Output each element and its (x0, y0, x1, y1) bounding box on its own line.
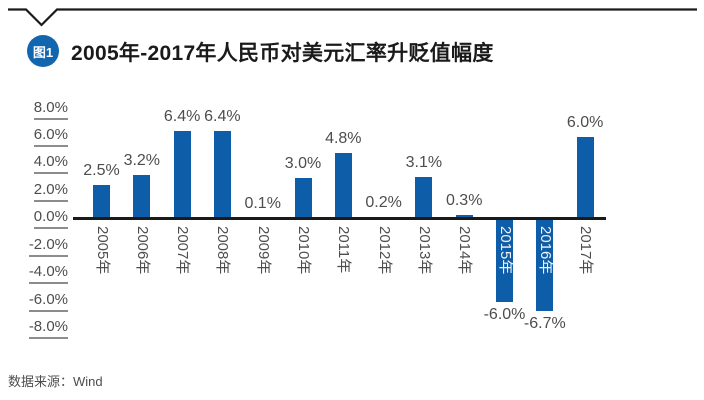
bar-value-label: -6.0% (483, 305, 526, 323)
chart-title: 2005年-2017年人民币对美元汇率升贬值幅度 (71, 42, 494, 65)
x-category-label: 2017年 (577, 226, 595, 275)
x-category-label: 2009年 (254, 226, 272, 275)
bar-2006年 (133, 175, 151, 220)
y-tick-label: -2.0% (0, 236, 68, 257)
y-tick-label: -4.0% (0, 264, 68, 285)
bar-value-label: 2.5% (83, 162, 120, 179)
top-rule-decoration (8, 8, 697, 27)
x-category-label: 2015年 (496, 226, 514, 275)
bar-2005年 (93, 185, 110, 220)
y-tick-label: 0.0% (0, 209, 68, 230)
x-category-label: 2016年 (536, 226, 554, 275)
x-category-label: 2006年 (133, 226, 151, 275)
x-category-label: 2012年 (375, 226, 393, 275)
bar-value-label: 4.8% (325, 130, 362, 148)
y-tick-label: -6.0% (0, 291, 68, 312)
bar-2015年 (496, 219, 513, 302)
bar-2008年 (213, 131, 231, 220)
bar-2007年 (173, 131, 191, 220)
x-axis-line (73, 217, 606, 220)
y-tick-label: 8.0% (0, 99, 68, 120)
bar-value-label: 0.1% (244, 194, 281, 212)
x-category-label: 2010年 (295, 226, 312, 275)
x-category-label: 2005年 (93, 226, 111, 275)
bar-value-label: 0.2% (365, 193, 402, 211)
x-category-label: 2007年 (174, 226, 192, 275)
bar-value-label: 6.4% (204, 108, 241, 126)
y-tick-label: 4.0% (0, 154, 68, 175)
figure-badge: 图1 (27, 35, 59, 67)
x-category-label: 2011年 (335, 226, 353, 274)
bar-value-label: -6.7% (523, 315, 566, 333)
bar-value-label: 6.4% (163, 108, 201, 126)
x-category-label: 2014年 (456, 226, 474, 275)
bar-2016年 (536, 219, 554, 312)
y-tick-label: 2.0% (0, 181, 68, 202)
bar-value-label: 3.0% (284, 155, 322, 173)
bar-2010年 (294, 178, 312, 220)
bar-value-label: 0.3% (445, 192, 483, 210)
y-tick-label: -8.0% (0, 319, 68, 340)
bar-2017年 (576, 136, 594, 220)
y-tick-label: 6.0% (0, 126, 68, 147)
figure-badge-label: 图1 (32, 44, 54, 60)
bar-value-label: 3.2% (123, 152, 161, 170)
x-category-label: 2013年 (415, 226, 433, 275)
bar-value-label: 3.1% (405, 153, 443, 171)
bar-2011年 (334, 153, 352, 220)
data-source: 数据来源：Wind (8, 374, 103, 389)
bar-value-label: 6.0% (566, 113, 604, 131)
bar-2013年 (415, 176, 433, 220)
x-category-label: 2008年 (214, 226, 232, 275)
